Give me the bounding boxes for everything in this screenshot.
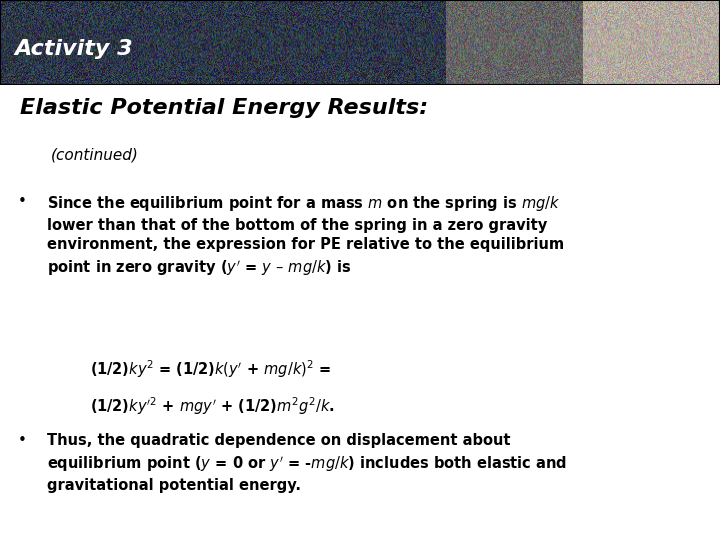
Text: Since the equilibrium point for a mass $m$ on the spring is $\mathit{mg/k}$
lowe: Since the equilibrium point for a mass $…	[47, 194, 564, 278]
Text: (1/2)$ky'^2$ + $mgy'$ + (1/2)$m^2g^2/k$.: (1/2)$ky'^2$ + $mgy'$ + (1/2)$m^2g^2/k$.	[90, 395, 335, 417]
Text: •: •	[18, 433, 27, 448]
Text: (1/2)$ky^2$ = (1/2)$k(y'$ + $mg/k)^2$ =: (1/2)$ky^2$ = (1/2)$k(y'$ + $mg/k)^2$ =	[90, 359, 331, 380]
Text: •: •	[18, 194, 27, 209]
Text: (continued): (continued)	[50, 148, 138, 163]
Text: Activity 3: Activity 3	[14, 39, 133, 59]
Text: Thus, the quadratic dependence on displacement about
equilibrium point ($y$ = 0 : Thus, the quadratic dependence on displa…	[47, 433, 567, 494]
Text: Elastic Potential Energy Results:: Elastic Potential Energy Results:	[20, 98, 428, 118]
